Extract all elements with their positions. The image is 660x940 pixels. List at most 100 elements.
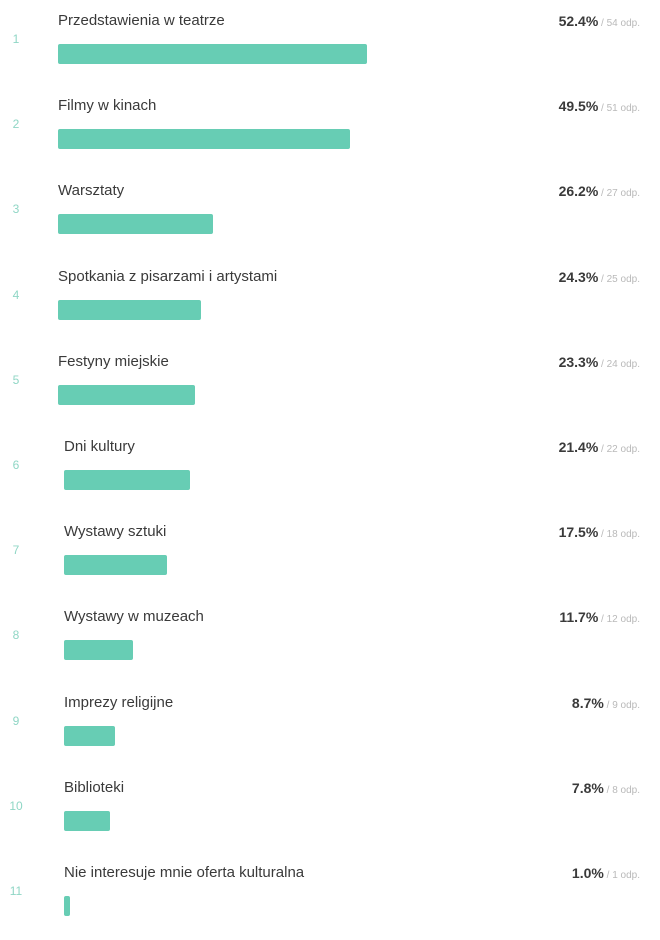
rank-number: 5 [12, 372, 20, 387]
response-count: 12 [606, 614, 621, 626]
response-count: 51 [606, 103, 621, 115]
percent-value: 8.7% [571, 694, 604, 711]
response-count: 18 [606, 529, 621, 541]
percent-value: 11.7% [559, 609, 599, 626]
value-label: 8.7% / 9 odp. [572, 695, 640, 713]
rank-number: 8 [12, 628, 20, 643]
response-count: 24 [606, 358, 621, 370]
response-count: 54 [606, 18, 621, 29]
bar [58, 299, 202, 320]
chart-row: 1 Przedstawienia w teatrze 52.4% / 54 odp. [0, 8, 660, 88]
count-suffix: odp. [620, 699, 640, 711]
percent-value: 21.4% [558, 439, 599, 455]
value-separator: / [603, 870, 613, 881]
chart-row: 5 Festyny miejskie 23.3% / 24 odp. [0, 349, 660, 429]
category-label: Festyny miejskie [58, 352, 169, 370]
rank-number: 7 [12, 543, 20, 558]
percent-value: 49.5% [558, 98, 599, 115]
value-separator: / [598, 529, 607, 541]
category-label: Wystawy sztuki [64, 523, 167, 541]
bar [64, 555, 168, 576]
value-label: 23.3% / 24 odp. [559, 354, 640, 372]
bar [58, 129, 351, 150]
chart-row: 9 Imprezy religijne 8.7% / 9 odp. [0, 690, 660, 770]
category-label: Imprezy religijne [64, 693, 174, 711]
rank-number: 2 [12, 117, 20, 132]
chart-row: 11 Nie interesuje mnie oferta kulturalna 1… [0, 860, 660, 940]
value-separator: / [598, 103, 607, 115]
chart-row: 3 Warsztaty 26.2% / 27 odp. [0, 178, 660, 258]
category-label: Nie interesuje mnie oferta kulturalna [64, 864, 305, 881]
count-suffix: odp. [620, 614, 640, 626]
percent-value: 24.3% [558, 268, 599, 285]
rank-number: 6 [12, 458, 20, 472]
chart-row: 10 Biblioteki 7.8% / 8 odp. [0, 775, 660, 855]
bar [58, 214, 213, 235]
rank-number: 4 [12, 287, 20, 302]
chart-row: 8 Wystawy w muzeach 11.7% / 12 odp. [0, 604, 660, 684]
chart-row: 4 Spotkania z pisarzami i artystami 24.3% … [0, 264, 660, 344]
bar [58, 384, 196, 405]
value-label: 49.5% / 51 odp. [559, 98, 640, 116]
count-suffix: odp. [620, 18, 640, 29]
category-label: Warsztaty [58, 182, 125, 200]
count-suffix: odp. [620, 103, 640, 115]
value-separator: / [598, 614, 607, 626]
percent-value: 1.0% [571, 865, 604, 881]
bar-chart: 1 Przedstawienia w teatrze 52.4% / 54 odp.… [0, 8, 660, 916]
count-suffix: odp. [620, 529, 640, 541]
response-count: 25 [606, 273, 621, 285]
bar [64, 896, 70, 916]
chart-row: 6 Dni kultury 21.4% / 22 odp. [0, 434, 660, 514]
rank-number: 3 [12, 202, 20, 217]
category-label: Biblioteki [64, 778, 125, 796]
value-separator: / [598, 18, 607, 29]
count-suffix: odp. [620, 444, 640, 455]
percent-value: 26.2% [558, 183, 599, 200]
bar [64, 810, 111, 831]
bar [64, 725, 116, 746]
chart-row: 2 Filmy w kinach 49.5% / 51 odp. [0, 93, 660, 173]
percent-value: 23.3% [558, 353, 599, 370]
value-separator: / [598, 188, 607, 200]
value-separator: / [603, 699, 613, 711]
percent-value: 7.8% [571, 779, 604, 796]
percent-value: 52.4% [558, 13, 599, 29]
value-separator: / [598, 358, 607, 370]
value-separator: / [598, 444, 607, 455]
count-suffix: odp. [620, 870, 640, 881]
value-label: 11.7% / 12 odp. [559, 609, 640, 627]
count-suffix: odp. [620, 358, 640, 370]
category-label: Dni kultury [64, 438, 135, 455]
bar [64, 470, 191, 490]
category-label: Spotkania z pisarzami i artystami [58, 267, 278, 285]
value-label: 17.5% / 18 odp. [559, 524, 640, 542]
value-label: 21.4% / 22 odp. [559, 439, 640, 457]
value-label: 1.0% / 1 odp. [572, 865, 640, 883]
value-label: 26.2% / 27 odp. [559, 183, 640, 201]
category-label: Przedstawienia w teatrze [58, 12, 225, 29]
response-count: 27 [606, 188, 621, 200]
category-label: Filmy w kinach [58, 97, 157, 115]
response-count: 9 [612, 699, 621, 711]
percent-value: 17.5% [558, 524, 599, 541]
rank-number: 9 [12, 713, 20, 728]
category-label: Wystawy w muzeach [64, 608, 204, 626]
count-suffix: odp. [620, 188, 640, 200]
value-separator: / [603, 784, 613, 796]
value-label: 7.8% / 8 odp. [572, 780, 640, 798]
rank-number: 11 [9, 884, 23, 898]
value-separator: / [598, 273, 607, 285]
bar [58, 44, 368, 64]
response-count: 8 [612, 784, 621, 796]
response-count: 1 [612, 870, 621, 881]
count-suffix: odp. [620, 273, 640, 285]
response-count: 22 [606, 444, 621, 455]
value-label: 24.3% / 25 odp. [559, 269, 640, 287]
value-label: 52.4% / 54 odp. [559, 13, 640, 31]
rank-number: 1 [12, 32, 20, 46]
bar [64, 640, 134, 661]
count-suffix: odp. [620, 784, 640, 796]
rank-number: 10 [9, 798, 23, 813]
chart-row: 7 Wystawy sztuki 17.5% / 18 odp. [0, 519, 660, 599]
